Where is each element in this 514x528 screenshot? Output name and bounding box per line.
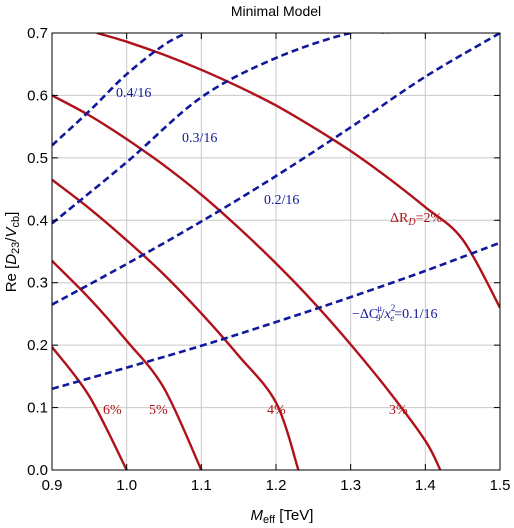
blue-curve-1 [52, 33, 500, 306]
blue-curves [52, 33, 500, 391]
x-tick-label-5: 1.4 [415, 477, 436, 494]
y-tick-label-6: 0.6 [27, 87, 48, 104]
label-5pct: 5% [149, 403, 168, 418]
x-tick-label-0: 0.9 [42, 477, 63, 494]
red-curve-0 [96, 33, 500, 309]
x-tick-label-4: 1.3 [340, 477, 361, 494]
axis-ticks [51, 32, 501, 471]
x-tick-label-6: 1.5 [490, 477, 511, 494]
y-tick-label-2: 0.2 [27, 337, 48, 354]
red-curve-2 [52, 178, 300, 470]
label-02-16: 0.2/16 [264, 193, 299, 208]
x-tick-labels: 0.9 1.0 1.1 1.2 1.3 1.4 1.5 [42, 477, 511, 494]
red-curve-4 [52, 346, 128, 470]
red-curve-1 [52, 94, 442, 470]
grid [51, 32, 501, 471]
y-axis-title: Re [D23/Vcb] [3, 212, 22, 293]
label-4pct: 4% [267, 403, 286, 418]
y-tick-label-4: 0.4 [27, 212, 48, 229]
label-delta-rd-2pct: ΔRD=2% [390, 211, 442, 228]
red-curves [52, 33, 500, 470]
label-6pct: 6% [103, 403, 122, 418]
x-axis-title: Meff [TeV] [251, 507, 314, 526]
y-tick-label-1: 0.1 [27, 400, 48, 417]
x-tick-label-1: 1.0 [116, 477, 137, 494]
red-curve-3 [52, 260, 203, 470]
y-tick-label-5: 0.5 [27, 150, 48, 167]
blue-curve-0 [52, 241, 500, 391]
chart-title: Minimal Model [231, 3, 321, 19]
x-tick-label-2: 1.1 [191, 477, 212, 494]
label-03-16: 0.3/16 [182, 131, 217, 146]
y-tick-label-3: 0.3 [27, 275, 48, 292]
y-tick-label-0: 0.0 [27, 462, 48, 479]
blue-curve-3 [52, 33, 188, 147]
x-tick-label-3: 1.2 [266, 477, 287, 494]
label-delta-c9-01: −ΔCμ 9/x2 e=0.1/16 [352, 303, 437, 323]
blue-curve-2 [52, 33, 388, 225]
label-04-16: 0.4/16 [116, 86, 151, 101]
y-tick-label-7: 0.7 [27, 25, 48, 42]
y-tick-labels: 0.0 0.1 0.2 0.3 0.4 0.5 0.6 0.7 [27, 25, 48, 479]
label-3pct: 3% [389, 403, 408, 418]
